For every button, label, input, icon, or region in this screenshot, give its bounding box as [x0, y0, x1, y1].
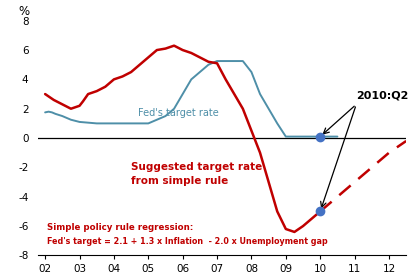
Text: Simple policy rule regression:: Simple policy rule regression: — [47, 223, 193, 232]
Text: %: % — [18, 5, 29, 18]
Text: 2010:Q2: 2010:Q2 — [356, 91, 409, 101]
Text: Fed's target = 2.1 + 1.3 x Inflation  - 2.0 x Unemployment gap: Fed's target = 2.1 + 1.3 x Inflation - 2… — [47, 237, 328, 246]
Text: Suggested target rate: Suggested target rate — [131, 162, 262, 172]
Text: Fed's target rate: Fed's target rate — [138, 108, 219, 118]
Text: from simple rule: from simple rule — [131, 176, 228, 186]
